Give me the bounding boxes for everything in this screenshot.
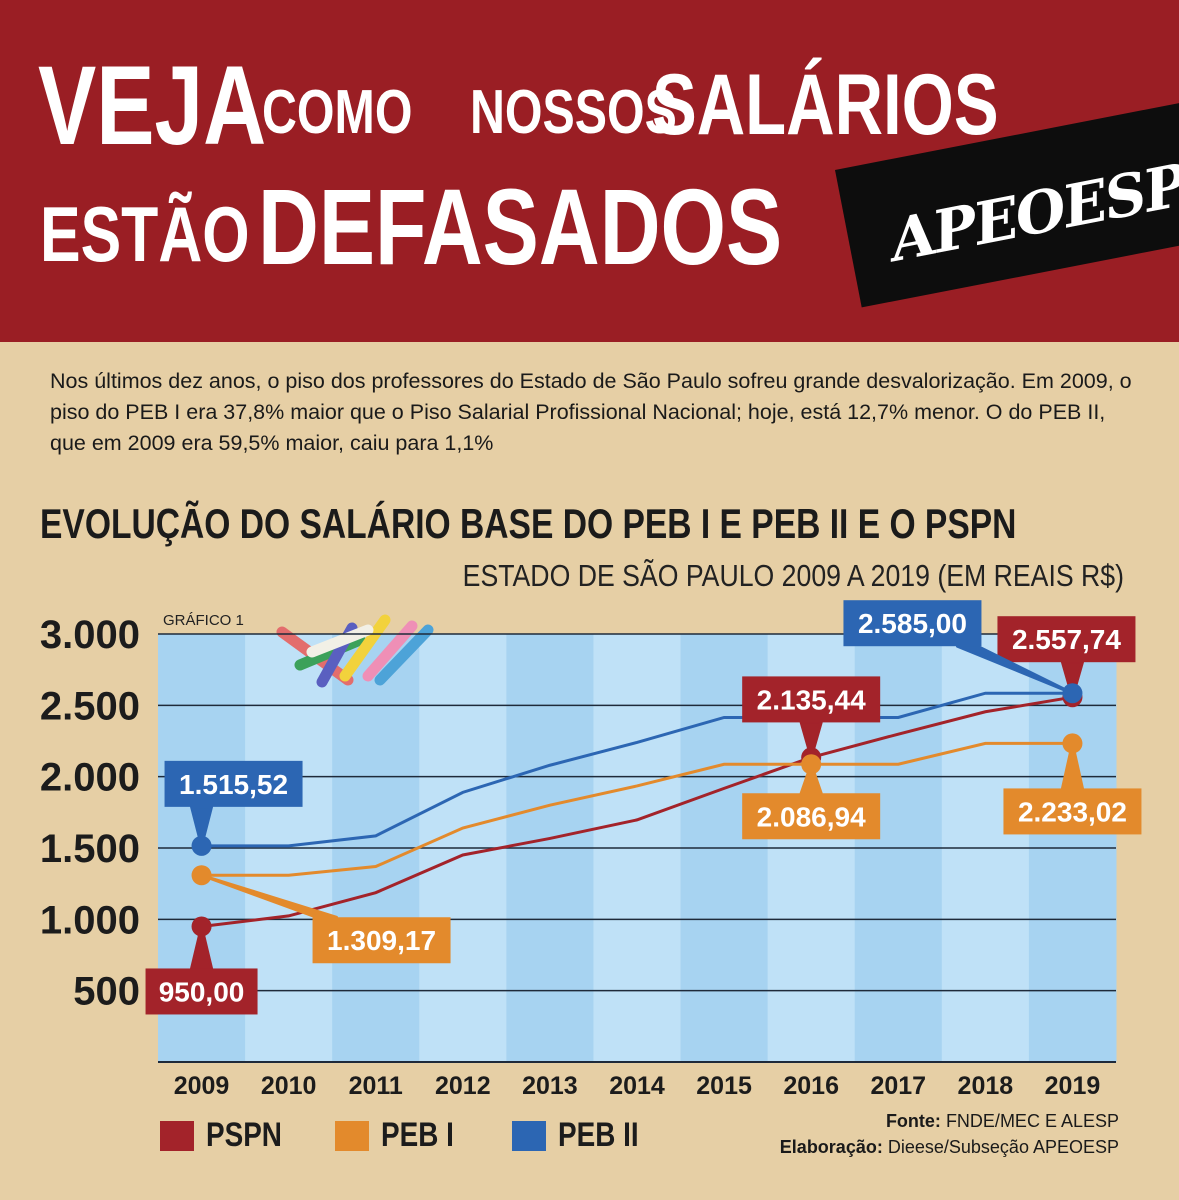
legend-swatch <box>512 1121 546 1151</box>
y-tick-label: 1.000 <box>40 898 140 942</box>
legend-swatch <box>335 1121 369 1151</box>
headline-word: VEJA <box>38 43 267 168</box>
value-callout-box <box>843 600 982 647</box>
chalk-stick <box>339 614 391 682</box>
header-banner: APEOESP VEJA COMO NOSSOS SALÁRIOS ESTÃO … <box>0 0 1179 342</box>
series-line-pspn <box>201 695 1073 928</box>
y-tick-label: 3.000 <box>40 613 140 657</box>
source-line: Fonte: FNDE/MEC E ALESP <box>780 1108 1119 1134</box>
x-tick-label: 2010 <box>261 1072 317 1100</box>
intro-paragraph: Nos últimos dez anos, o piso dos profess… <box>50 369 1132 455</box>
source-label: Fonte: <box>885 1111 941 1131</box>
y-tick-label: 2.000 <box>40 756 140 800</box>
x-tick-label: 2013 <box>522 1072 578 1100</box>
chalk-stick <box>294 634 366 671</box>
chalk-stick <box>374 624 434 686</box>
data-label: 950,00 <box>159 976 245 1007</box>
headline-word: NOSSOS <box>470 78 677 147</box>
data-point <box>1062 683 1083 704</box>
chart-subtitle: ESTADO DE SÃO PAULO 2009 A 2019 (EM REAI… <box>462 558 1124 593</box>
data-label: 2.233,02 <box>1018 796 1127 827</box>
value-callout-box <box>164 760 303 807</box>
elaboration-text: Dieese/Subseção APEOESP <box>887 1137 1119 1157</box>
headline-word: DEFASADOS <box>258 166 783 287</box>
x-tick-label: 2016 <box>783 1072 839 1100</box>
y-tick-label: 1.500 <box>40 827 140 871</box>
y-tick-label: 500 <box>73 970 140 1014</box>
x-tick-label: 2017 <box>870 1072 926 1100</box>
elaboration-line: Elaboração: Dieese/Subseção APEOESP <box>780 1134 1119 1160</box>
value-callout-box <box>312 917 451 964</box>
value-callout-box <box>742 793 881 840</box>
legend-label: PEB I <box>381 1116 454 1154</box>
x-tick-label: 2018 <box>958 1072 1014 1100</box>
value-callout-box <box>742 676 881 723</box>
legend-swatch <box>160 1121 194 1151</box>
data-point <box>191 865 212 886</box>
data-point <box>801 754 822 775</box>
data-point <box>1062 733 1083 754</box>
series-line-peb-ii <box>201 691 1073 848</box>
x-tick-label: 2015 <box>696 1072 752 1100</box>
legend-label: PEB II <box>558 1116 639 1154</box>
value-callout-box <box>145 968 258 1015</box>
y-tick-label: 2.500 <box>40 684 140 728</box>
headline-word: COMO <box>262 78 413 147</box>
credits: Fonte: FNDE/MEC E ALESP Elaboração: Diee… <box>780 1108 1119 1160</box>
x-tick-label: 2019 <box>1045 1072 1101 1100</box>
data-label: 2.135,44 <box>757 684 866 715</box>
x-tick-label: 2011 <box>349 1072 403 1100</box>
x-tick-label: 2012 <box>435 1072 491 1100</box>
source-text: FNDE/MEC E ALESP <box>945 1111 1119 1131</box>
data-label: 2.585,00 <box>858 608 967 639</box>
headline-word: ESTÃO <box>40 190 250 278</box>
series-line-peb-i <box>201 741 1073 877</box>
panel-label: GRÁFICO 1 <box>163 612 244 629</box>
data-point <box>191 835 212 856</box>
data-label: 1.515,52 <box>179 769 288 800</box>
headline-word: SALÁRIOS <box>652 57 999 153</box>
data-label: 2.557,74 <box>1012 624 1121 655</box>
x-tick-label: 2009 <box>174 1072 230 1100</box>
data-label: 2.086,94 <box>757 801 866 832</box>
data-point <box>191 916 212 937</box>
chart-title: EVOLUÇÃO DO SALÁRIO BASE DO PEB I E PEB … <box>40 500 1017 547</box>
value-callout-box <box>997 616 1136 663</box>
value-callout-box <box>1003 788 1142 835</box>
elaboration-label: Elaboração: <box>779 1137 883 1157</box>
data-label: 1.309,17 <box>327 925 436 956</box>
x-tick-label: 2014 <box>609 1072 665 1100</box>
legend-label: PSPN <box>206 1116 282 1154</box>
